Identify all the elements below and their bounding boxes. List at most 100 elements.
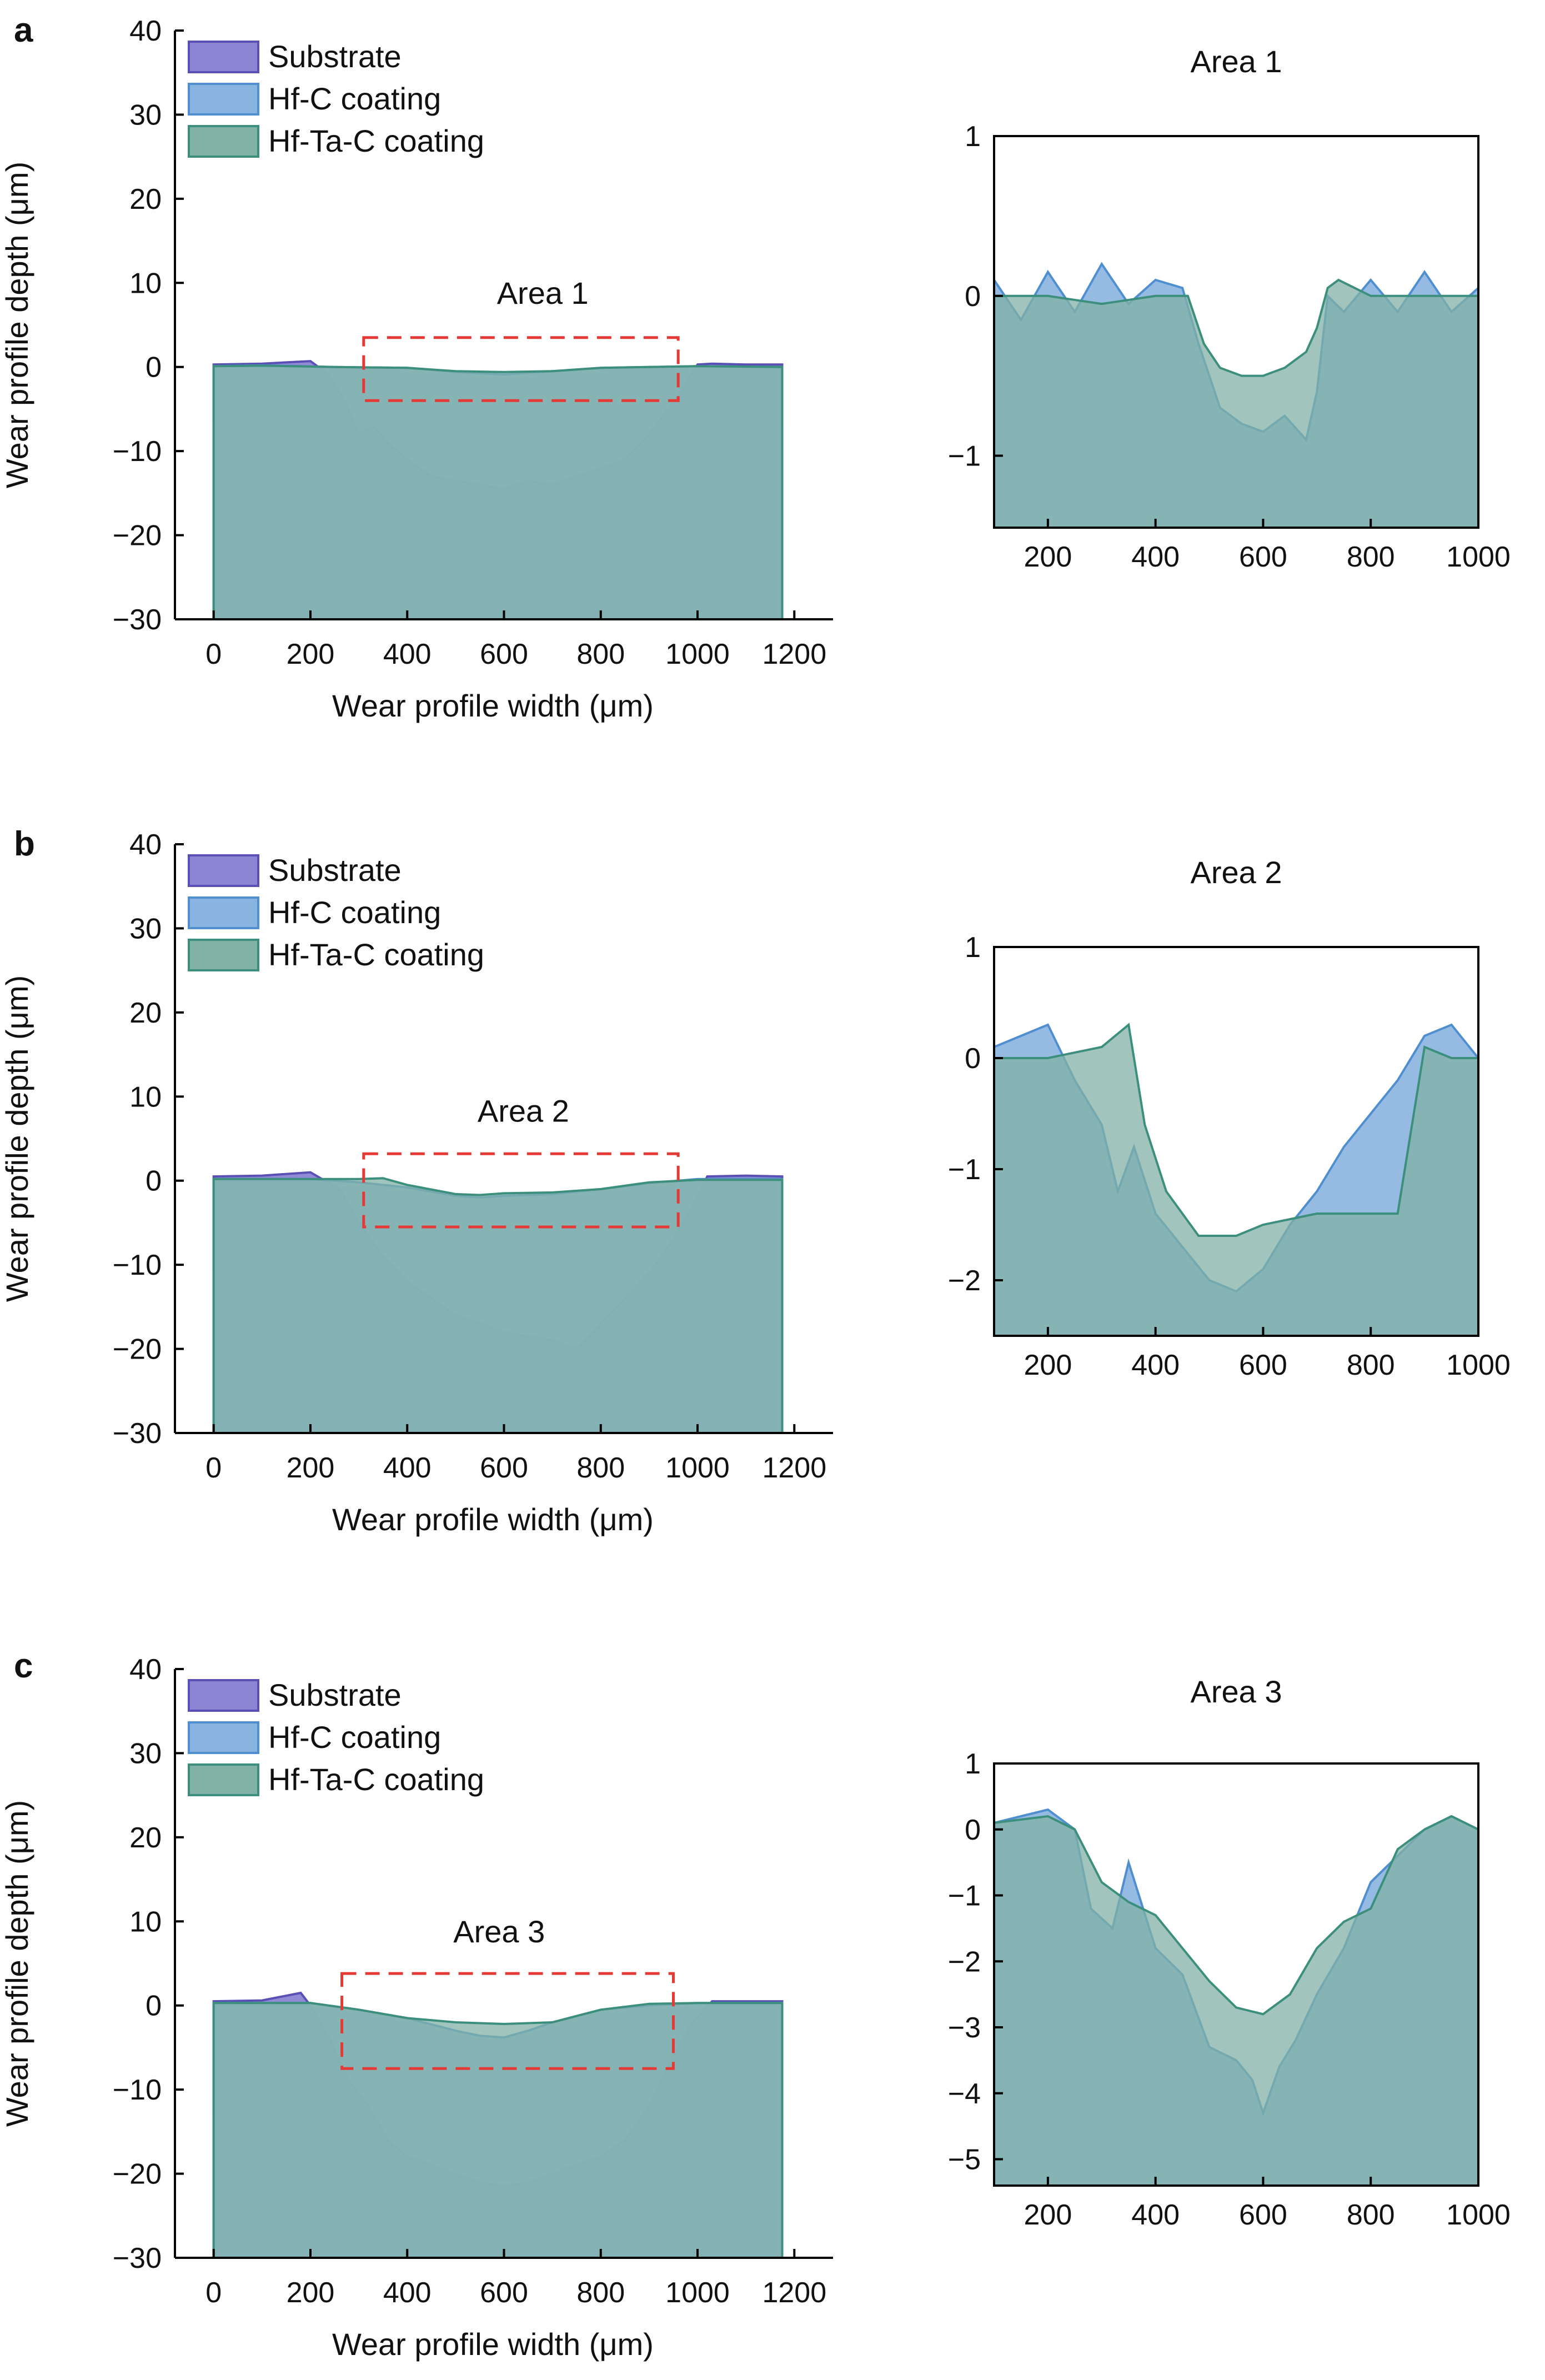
- x-tick-label: 400: [383, 1452, 432, 1484]
- x-tick-label: 800: [1347, 1349, 1395, 1381]
- y-tick-label: 30: [129, 913, 162, 945]
- series-area-hf-ta-c-coating: [994, 1815, 1478, 2186]
- x-tick-label: 0: [205, 638, 222, 670]
- legend-swatch-substrate: [188, 854, 259, 887]
- y-tick-label: 30: [129, 99, 162, 131]
- y-tick-label: 0: [965, 1043, 981, 1075]
- legend-label-hf-c-coating: Hf-C coating: [268, 1720, 441, 1755]
- series-area-hf-ta-c-coating: [994, 1023, 1478, 1336]
- y-tick-label: 30: [129, 1737, 162, 1770]
- panel-label: b: [14, 825, 35, 863]
- legend-swatch-hf-c-coating: [188, 896, 259, 929]
- y-tick-label: 10: [129, 1081, 162, 1113]
- chart-a-inset: 200 400 600 800 1000 −1 0 1 Area 1: [948, 44, 1511, 573]
- y-tick-label: −2: [948, 1946, 981, 1978]
- x-tick-label: 1000: [665, 1452, 730, 1484]
- legend-swatch-substrate: [188, 41, 259, 73]
- series-group: [994, 1023, 1478, 1336]
- x-axis-label: Wear profile width (μm): [332, 2327, 654, 2362]
- region-annotation: Area 2: [478, 1094, 569, 1129]
- x-tick-label: 200: [287, 1452, 335, 1484]
- y-tick-label: 40: [129, 829, 162, 861]
- x-tick-label: 200: [287, 638, 335, 670]
- y-tick-label: −4: [948, 2078, 981, 2110]
- y-tick-label: −1: [948, 1880, 981, 1912]
- x-tick-label: 800: [1347, 2199, 1395, 2231]
- x-tick-label: 600: [480, 1452, 528, 1484]
- legend-swatch-substrate: [188, 1679, 259, 1712]
- y-tick-label: −2: [948, 1265, 981, 1297]
- x-tick-label: 1000: [665, 2277, 730, 2309]
- y-tick-label: −1: [948, 440, 981, 473]
- series-area-hf-ta-c-coating: [212, 364, 784, 619]
- zoom-region-box: [362, 336, 680, 402]
- y-axis-label: Wear profile depth (μm): [0, 975, 34, 1302]
- legend-label-hf-c-coating: Hf-C coating: [268, 81, 441, 116]
- zoom-region-box: [340, 1972, 675, 2070]
- axes-frame: [993, 135, 1479, 529]
- legend-label-hf-c-coating: Hf-C coating: [268, 895, 441, 930]
- x-tick-label: 1000: [1446, 2199, 1511, 2231]
- y-tick-label: −3: [948, 2012, 981, 2044]
- axes-frame: [993, 1762, 1479, 2187]
- y-tick-label: −30: [113, 1417, 162, 1450]
- y-tick-label: −20: [113, 520, 162, 552]
- y-tick-label: 0: [965, 280, 981, 313]
- legend: Substrate Hf-C coating Hf-Ta-C coating: [188, 853, 484, 972]
- zoom-region-box: [362, 1152, 680, 1229]
- x-axis-label: Wear profile width (μm): [332, 1502, 654, 1537]
- region-annotation: Area 3: [453, 1914, 545, 1949]
- y-tick-label: 40: [129, 1654, 162, 1686]
- x-tick-label: 400: [383, 638, 432, 670]
- legend: Substrate Hf-C coating Hf-Ta-C coating: [188, 39, 484, 158]
- axes-frame: [993, 946, 1479, 1337]
- legend-label-substrate: Substrate: [268, 853, 402, 888]
- legend-swatch-hf-ta-c-coating: [188, 125, 259, 158]
- y-tick-label: 0: [965, 1814, 981, 1846]
- series-group: [212, 360, 784, 619]
- chart-b-main: 0 200 400 600 800 1000 1200 −30 −20 −10 0 10 20 30 40 b…: [0, 825, 833, 1537]
- x-tick-label: 0: [205, 1452, 222, 1484]
- legend: Substrate Hf-C coating Hf-Ta-C coating: [188, 1677, 484, 1797]
- y-tick-label: −10: [113, 435, 162, 468]
- y-tick-label: 1: [965, 121, 981, 153]
- series-group: [994, 1808, 1478, 2186]
- y-tick-label: 10: [129, 267, 162, 299]
- legend-swatch-hf-ta-c-coating: [188, 939, 259, 971]
- y-tick-label: −5: [948, 2144, 981, 2176]
- y-tick-label: 1: [965, 1748, 981, 1780]
- chart-title: Area 1: [1191, 44, 1282, 79]
- x-tick-label: 200: [1024, 1349, 1072, 1381]
- legend-label-hf-ta-c-coating: Hf-Ta-C coating: [268, 937, 484, 972]
- legend-label-hf-ta-c-coating: Hf-Ta-C coating: [268, 123, 484, 158]
- y-tick-label: 20: [129, 997, 162, 1029]
- legend-swatch-hf-ta-c-coating: [188, 1763, 259, 1796]
- region-annotation: Area 1: [497, 275, 589, 310]
- y-tick-label: −20: [113, 1334, 162, 1366]
- x-tick-label: 1200: [762, 2277, 826, 2309]
- y-tick-label: 0: [146, 352, 162, 384]
- x-tick-label: 400: [1131, 2199, 1180, 2231]
- legend-label-hf-ta-c-coating: Hf-Ta-C coating: [268, 1762, 484, 1797]
- y-tick-label: 40: [129, 15, 162, 47]
- series-group: [994, 262, 1478, 528]
- x-tick-label: 800: [576, 2277, 625, 2309]
- x-tick-label: 800: [576, 1452, 625, 1484]
- x-tick-label: 0: [205, 2277, 222, 2309]
- x-tick-label: 800: [1347, 541, 1395, 573]
- y-tick-label: 20: [129, 1822, 162, 1854]
- y-tick-label: 1: [965, 931, 981, 964]
- legend-label-substrate: Substrate: [268, 1677, 402, 1712]
- x-tick-label: 1200: [762, 638, 826, 670]
- x-tick-label: 1000: [665, 638, 730, 670]
- y-tick-label: −10: [113, 1249, 162, 1281]
- x-tick-label: 200: [1024, 541, 1072, 573]
- panel-label: a: [14, 11, 33, 49]
- series-area-hf-ta-c-coating: [212, 2002, 784, 2258]
- series-group: [212, 1991, 784, 2258]
- legend-swatch-hf-c-coating: [188, 83, 259, 116]
- y-tick-label: −10: [113, 2074, 162, 2106]
- x-tick-label: 800: [576, 638, 625, 670]
- x-tick-label: 400: [1131, 1349, 1180, 1381]
